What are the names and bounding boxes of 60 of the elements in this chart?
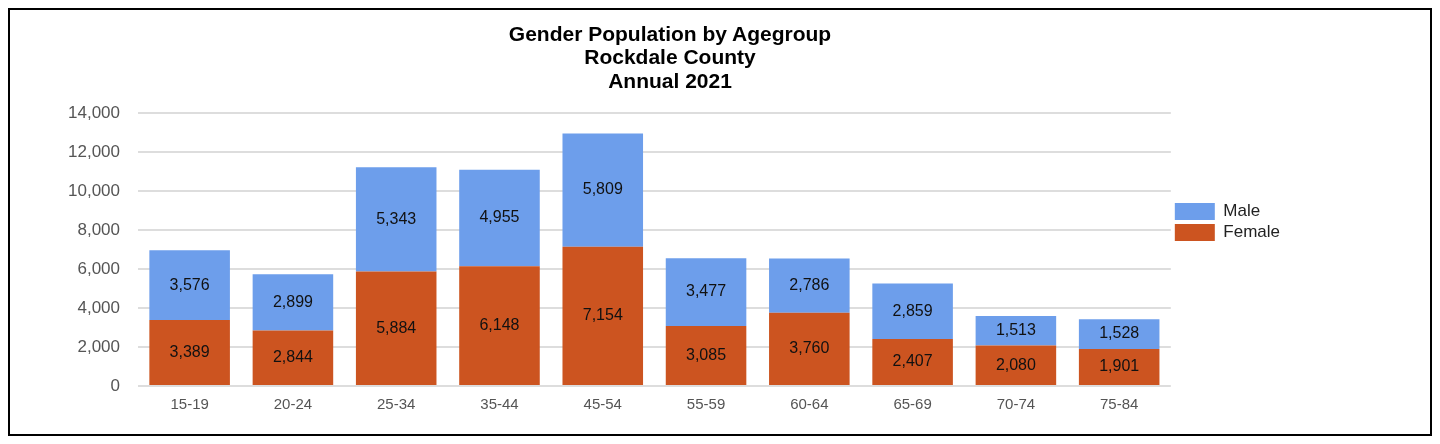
bar [149,319,230,385]
bar [252,274,334,331]
bar [665,325,747,385]
data-label: 5,884 [376,318,417,336]
data-label: 3,085 [686,345,727,363]
x-tick-label: 35-44 [480,395,519,413]
data-label: 2,786 [789,276,830,294]
bar [252,330,334,385]
x-tick-label: 45-54 [583,395,622,413]
data-label: 1,528 [1099,324,1140,342]
bar [1078,348,1160,385]
bar [562,133,644,247]
y-tick-label: 2,000 [77,336,120,356]
x-tick-label: 60-64 [790,395,829,413]
legend-label: Female [1223,222,1280,242]
y-tick-label: 8,000 [77,219,120,239]
data-label: 2,844 [272,348,314,366]
bar [149,250,230,320]
data-label: 3,389 [169,342,210,360]
data-label: 1,513 [995,321,1037,339]
bar [1078,319,1160,349]
bar [769,312,850,385]
bar [459,266,540,385]
x-tick-label: 15-19 [170,395,209,413]
bar [872,339,953,385]
bar [355,167,437,272]
data-label: 2,859 [892,301,933,319]
data-label: 3,760 [789,339,830,357]
bar [665,258,747,326]
data-label: 2,080 [995,355,1037,373]
bar [355,271,437,385]
bar [769,258,850,313]
y-tick-label: 12,000 [68,141,120,161]
x-tick-label: 75-84 [1099,395,1139,413]
x-tick-label: 55-59 [686,395,726,413]
y-tick-label: 4,000 [77,297,120,317]
data-label: 6,148 [479,316,520,334]
x-tick-label: 65-69 [893,395,932,413]
data-label: 3,477 [686,282,727,300]
data-label: 1,901 [1099,357,1140,375]
bar [975,345,1057,385]
data-label: 2,407 [892,352,933,370]
bar [872,283,953,340]
y-tick-label: 0 [110,375,120,395]
data-label: 2,899 [272,292,314,310]
y-tick-label: 6,000 [77,258,120,278]
bar [459,169,540,267]
x-tick-label: 70-74 [996,395,1036,413]
y-tick-label: 10,000 [68,180,120,200]
data-label: 4,955 [479,208,520,226]
y-tick-label: 14,000 [68,102,120,122]
x-tick-label: 25-34 [377,395,416,413]
data-label: 7,154 [582,306,623,324]
chart-title: Gender Population by Agegroup Rockdale County Annual 2021 [508,22,832,92]
legend-label: Male [1223,201,1261,221]
data-label: 3,576 [169,275,210,293]
bar [562,246,644,385]
data-label: 5,343 [376,209,417,227]
x-tick-label: 20-24 [273,395,313,413]
data-label: 5,809 [582,180,623,198]
